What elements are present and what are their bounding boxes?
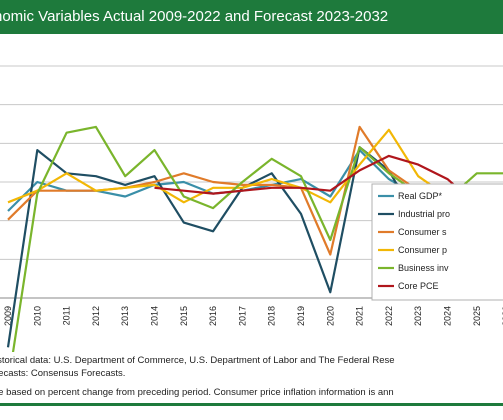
- x-tick-label: 2018: [267, 306, 277, 326]
- basis-note: re based on percent change from precedin…: [0, 387, 394, 398]
- legend-label: Consumer s: [398, 227, 447, 237]
- x-tick-label: 2024: [443, 306, 453, 326]
- x-tick-label: 2026: [501, 306, 503, 326]
- x-tick-label: 2023: [413, 306, 423, 326]
- chart-notes: istorical data: U.S. Department of Comme…: [0, 354, 503, 399]
- x-tick-label: 2025: [472, 306, 482, 326]
- sources-note-line-1: istorical data: U.S. Department of Comme…: [0, 355, 395, 366]
- series-line: [7, 128, 503, 204]
- x-tick-label: 2016: [208, 306, 218, 326]
- x-tick-label: 2017: [237, 306, 247, 326]
- x-tick-label: 2015: [179, 306, 189, 326]
- chart-title-bar: nomic Variables Actual 2009-2022 and For…: [0, 0, 503, 34]
- legend-label: Consumer p: [398, 245, 447, 255]
- legend-label: Industrial pro: [398, 209, 450, 219]
- bottom-rule: [0, 403, 503, 406]
- legend-label: Business inv: [398, 263, 449, 273]
- gridlines: [0, 65, 503, 299]
- x-tick-label: 2011: [62, 306, 72, 325]
- x-tick-label: 2012: [91, 306, 101, 326]
- x-tick-label: 2022: [384, 306, 394, 326]
- legend: Real GDP* Industrial pro Consumer s Consume…: [371, 183, 503, 301]
- x-tick-labels: 2009 2010 2011 2012 2013 2014 2015 2016 2017 2018…: [3, 306, 503, 326]
- legend-label: Real GDP*: [398, 191, 443, 201]
- x-tick-label: 2014: [150, 306, 160, 326]
- x-tick-label: 2009: [3, 306, 13, 326]
- x-tick-label: 2019: [296, 306, 306, 326]
- x-tick-label: 2010: [32, 306, 42, 326]
- x-tick-label: 2013: [120, 306, 130, 326]
- chart-title: nomic Variables Actual 2009-2022 and For…: [0, 8, 389, 25]
- x-tick-label: 2021: [355, 306, 365, 326]
- sources-note-line-2: recasts: Consensus Forecasts.: [0, 368, 126, 379]
- x-tick-label: 2020: [325, 306, 335, 326]
- line-chart: 2009 2010 2011 2012 2013 2014 2015 2016 2017 2018…: [0, 65, 503, 352]
- legend-box: [371, 183, 503, 301]
- series-line: [154, 154, 503, 207]
- legend-label: Core PCE: [398, 281, 439, 291]
